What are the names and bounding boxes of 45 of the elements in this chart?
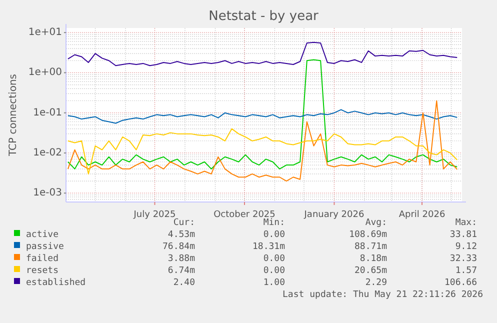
line-series [67,59,458,170]
text: 0.00 [263,230,285,240]
text: 4.53m [168,230,195,240]
y-tick-label: 1e-03 [33,188,62,199]
text: Avg: [365,218,387,228]
text: Min: [263,218,285,228]
text: 1.57 [455,266,477,276]
text: 20.65m [354,266,387,276]
text: 1.00 [263,278,285,288]
text: Last update: Thu May 21 22:11:26 2026 [282,290,483,300]
text: 2.40 [173,278,195,288]
text: 8.18m [360,254,387,264]
text: 6.74m [168,266,195,276]
line-series [67,100,458,182]
legend-label: passive [26,242,64,252]
y-tick-label: 1e+01 [28,27,62,38]
text: 32.33 [450,254,477,264]
x-tick-label: July 2025 [132,210,176,220]
x-tick-label: January 2026 [303,210,364,220]
legend-label: active [26,230,59,240]
line-series [67,42,458,66]
y-axis-title: TCP connections [8,74,19,158]
line-series [67,109,458,124]
text: Cur: [173,218,195,228]
text: 0.00 [263,266,285,276]
x-tick-label: April 2026 [398,210,446,220]
text: 0.00 [263,254,285,264]
text: 88.71m [354,242,387,252]
legend-label: resets [26,266,59,276]
text: 106.66 [444,278,477,288]
text: 2.29 [365,278,387,288]
chart-title: Netstat - by year [208,9,320,24]
text: 3.88m [168,254,195,264]
line-series [67,128,458,174]
text: 108.69m [349,230,387,240]
legend-label: established [26,278,86,288]
text: 9.12 [455,242,477,252]
y-tick-label: 1e+00 [28,67,62,78]
text: Max: [455,218,477,228]
y-tick-label: 1e-02 [33,147,62,158]
text: 33.81 [450,230,477,240]
text: 76.84m [162,242,195,252]
legend-label: failed [26,254,59,264]
y-tick-label: 1e-01 [33,107,62,118]
text: 18.31m [252,242,285,252]
